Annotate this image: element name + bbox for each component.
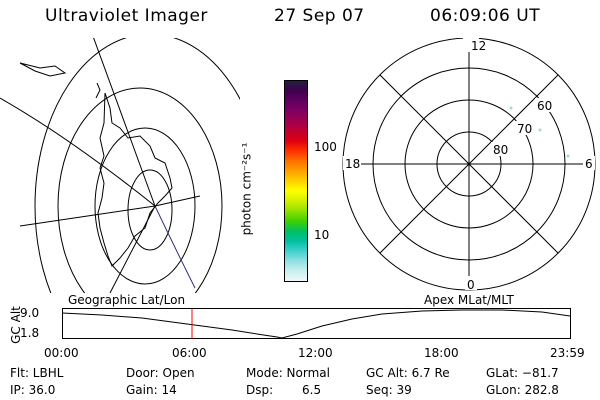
seq-value: Seq: 39 xyxy=(366,383,412,397)
timeline-ytick-high: 9.0 xyxy=(20,306,40,320)
aurora-speck xyxy=(538,128,542,132)
lat-label-80: 80 xyxy=(493,143,508,157)
dsp-value: 6.5 xyxy=(302,383,322,397)
coastline xyxy=(97,92,173,267)
mlt-label-18: 18 xyxy=(345,157,360,171)
date-label: 27 Sep 07 xyxy=(274,6,365,26)
filter-value: Flt: LBHL xyxy=(10,366,64,380)
mode-value: Mode: Normal xyxy=(246,366,330,380)
lat-label-70: 70 xyxy=(517,122,532,136)
latitude-ring xyxy=(94,127,196,285)
coastline xyxy=(95,82,101,99)
glon-value: GLon: 282.8 xyxy=(486,383,559,397)
meridian-line xyxy=(93,38,156,207)
coastline xyxy=(19,62,67,77)
timeline-xtick-1800: 18:00 xyxy=(424,346,459,360)
colorbar-tick-100: 100 xyxy=(314,140,337,154)
latitude-ring xyxy=(57,87,223,293)
geographic-map xyxy=(0,38,240,293)
lat-label-60: 60 xyxy=(537,99,552,113)
meridian-line xyxy=(154,205,196,289)
timeline-xtick-1200: 12:00 xyxy=(298,346,333,360)
timeline-xtick-2359: 23:59 xyxy=(550,346,585,360)
gc-alt-value: GC Alt: 6.7 Re xyxy=(366,366,450,380)
mlt-label-0: 0 xyxy=(467,278,475,292)
door-value: Door: Open xyxy=(126,366,195,380)
gain-value: Gain: 14 xyxy=(126,383,177,397)
timeline-ytick-low: 1.8 xyxy=(20,326,40,340)
globe-limb xyxy=(34,38,240,293)
latitude-ring xyxy=(127,169,173,251)
timeline-left-title: Geographic Lat/Lon xyxy=(68,293,186,307)
polar-diagonal xyxy=(379,74,559,254)
timeline-xtick-0600: 06:00 xyxy=(172,346,207,360)
meridian-line xyxy=(0,97,156,207)
color-scale-bar xyxy=(284,80,308,282)
instrument-title: Ultraviolet Imager xyxy=(45,6,208,26)
polar-mlt-plot: 12 0 18 6 60 70 80 xyxy=(342,38,596,292)
time-label: 06:09:06 UT xyxy=(430,6,541,26)
altitude-curve xyxy=(62,309,571,339)
meridian-line xyxy=(154,195,201,207)
altitude-timeline xyxy=(62,308,571,339)
timeline-right-title: Apex MLat/MLT xyxy=(424,293,514,307)
meridian-line xyxy=(19,205,156,227)
timeline-xtick-0000: 00:00 xyxy=(44,346,79,360)
timeline-frame xyxy=(62,308,571,339)
colorbar-unit-label: photon cm⁻²s⁻¹ xyxy=(239,142,254,236)
ip-value: IP: 36.0 xyxy=(10,383,56,397)
aurora-speck xyxy=(566,154,570,158)
mlt-label-12: 12 xyxy=(471,39,486,53)
mlt-label-6: 6 xyxy=(585,157,593,171)
colorbar-tick-10: 10 xyxy=(314,228,330,242)
aurora-speck xyxy=(509,106,513,110)
glat-value: GLat: −81.7 xyxy=(486,366,559,380)
dsp-label: Dsp: xyxy=(246,383,274,397)
